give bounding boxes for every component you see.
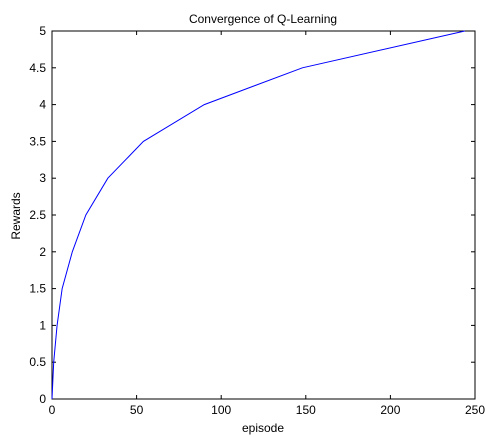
series-line <box>51 30 465 400</box>
x-tick-label: 150 <box>296 403 316 417</box>
y-axis-label: Rewards <box>9 192 23 239</box>
x-tick-label: 50 <box>130 403 144 417</box>
plot-frame <box>51 30 476 400</box>
y-tick-label: 0 <box>39 392 46 406</box>
y-tick-label: 3.5 <box>29 134 46 148</box>
x-tick-label: 250 <box>465 403 485 417</box>
y-tick-label: 4.5 <box>29 61 46 75</box>
y-tick-label: 0.5 <box>29 355 46 369</box>
x-tick-label: 200 <box>380 403 400 417</box>
x-tick-label: 0 <box>49 403 56 417</box>
y-tick-label: 2.5 <box>29 208 46 222</box>
y-tick-label: 1.5 <box>29 282 46 296</box>
y-tick-label: 2 <box>39 245 46 259</box>
y-tick-label: 3 <box>39 171 46 185</box>
y-tick-label: 1 <box>39 318 46 332</box>
chart-title: Convergence of Q-Learning <box>189 12 337 26</box>
x-axis-label: episode <box>242 421 284 435</box>
y-tick-label: 5 <box>39 24 46 38</box>
plot-area: 0 50 100 150 200 250 0 0.5 1 1.5 2 2.5 3 3.5 4 4.5 5 <box>29 24 485 417</box>
y-tick-label: 4 <box>39 98 46 112</box>
x-tick-label: 100 <box>211 403 231 417</box>
